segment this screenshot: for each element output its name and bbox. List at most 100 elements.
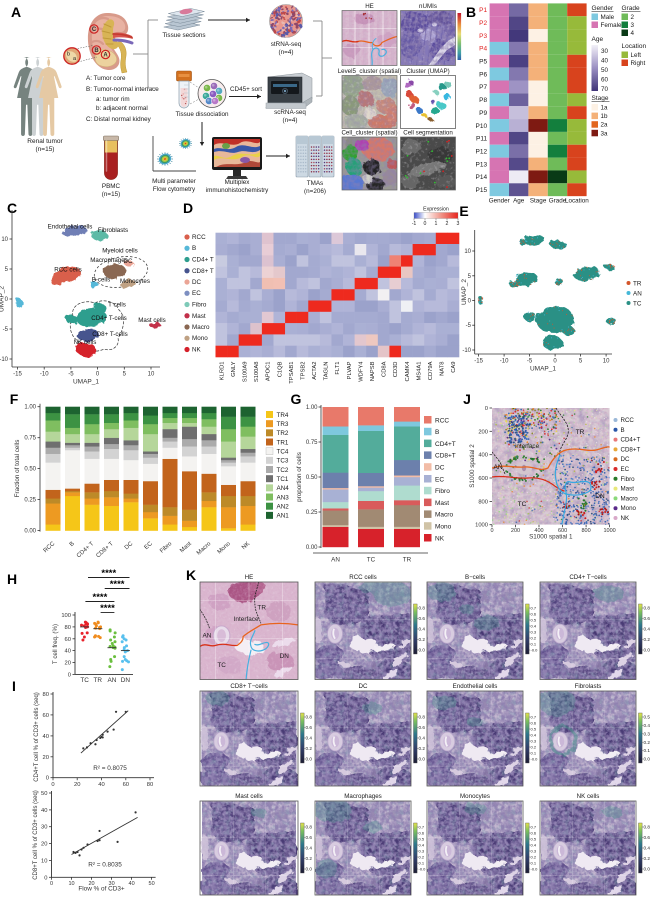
svg-text:0.50: 0.50 (24, 467, 36, 473)
svg-text:0.8: 0.8 (419, 606, 426, 611)
svg-text:0.1: 0.1 (644, 748, 651, 753)
svg-text:Right: Right (631, 60, 646, 67)
svg-text:0: 0 (468, 299, 472, 305)
svg-text:0: 0 (44, 875, 47, 881)
svg-text:400: 400 (478, 453, 488, 459)
svg-text:1a: 1a (601, 105, 609, 112)
svg-text:0.0: 0.0 (419, 757, 426, 762)
svg-text:Endothelial cells: Endothelial cells (453, 683, 498, 690)
svg-text:Fibro: Fibro (192, 302, 207, 309)
svg-text:TC4: TC4 (277, 449, 289, 456)
svg-text:DC: DC (124, 541, 135, 552)
svg-text:CD8+ T: CD8+ T (95, 541, 115, 560)
svg-text:Monocytes: Monocytes (120, 278, 150, 285)
svg-text:TC: TC (633, 301, 642, 308)
svg-text:CD4+ T: CD4+ T (76, 541, 96, 560)
svg-text:HE: HE (245, 574, 254, 581)
svg-text:CD8+T: CD8+T (435, 453, 456, 460)
svg-text:0.2: 0.2 (419, 637, 426, 642)
svg-text:AN: AN (108, 677, 117, 684)
svg-text:0: 0 (96, 372, 100, 378)
svg-text:0.0: 0.0 (644, 757, 651, 762)
svg-text:P12: P12 (476, 149, 488, 156)
svg-text:B: Tumor-normal interface: B: Tumor-normal interface (86, 86, 159, 93)
svg-text:Endothelial cells: Endothelial cells (48, 224, 93, 231)
svg-text:NK cells: NK cells (577, 793, 600, 800)
svg-text:TAGLN: TAGLN (324, 362, 330, 381)
svg-text:0.2: 0.2 (306, 856, 313, 861)
svg-text:5: 5 (5, 267, 9, 273)
svg-text:0.25: 0.25 (24, 498, 36, 504)
svg-text:TR4: TR4 (277, 412, 289, 419)
svg-text:DC: DC (359, 683, 368, 690)
svg-text:P6: P6 (479, 71, 487, 78)
svg-text:-5: -5 (466, 323, 472, 329)
svg-text:T cells: T cells (108, 302, 126, 309)
svg-text:0.4: 0.4 (531, 624, 537, 629)
svg-text:D: D (183, 200, 193, 216)
svg-text:0.3: 0.3 (644, 731, 651, 736)
svg-text:Fibro: Fibro (159, 541, 174, 555)
svg-text:0.0: 0.0 (644, 648, 651, 653)
svg-text:Monocytes: Monocytes (460, 793, 490, 800)
svg-text:CAMK4: CAMK4 (405, 361, 411, 382)
svg-text:1.00: 1.00 (24, 405, 36, 411)
svg-text:TR: TR (576, 429, 585, 436)
svg-text:200: 200 (478, 429, 488, 435)
svg-text:UMAP_2: UMAP_2 (0, 286, 6, 312)
svg-text:CD8+ T-cells: CD8+ T-cells (92, 331, 127, 338)
svg-text:B: B (435, 429, 439, 436)
svg-text:0.6: 0.6 (419, 616, 426, 621)
svg-text:10: 10 (1, 237, 8, 243)
svg-text:0.6: 0.6 (419, 725, 426, 730)
svg-text:****: **** (101, 568, 116, 579)
svg-text:UMAP_2: UMAP_2 (461, 279, 468, 305)
svg-text:0.4: 0.4 (419, 627, 426, 632)
svg-text:Gender: Gender (592, 5, 615, 12)
svg-text:TR: TR (257, 604, 266, 611)
svg-text:0.0: 0.0 (419, 648, 426, 653)
svg-text:T cell freq. (%): T cell freq. (%) (52, 624, 59, 664)
svg-text:TPSAB1: TPSAB1 (289, 362, 295, 384)
svg-text:0.4: 0.4 (644, 846, 651, 851)
svg-text:nUMIs: nUMIs (419, 3, 437, 10)
svg-text:0.8: 0.8 (644, 606, 651, 611)
svg-text:C1QB: C1QB (277, 361, 283, 377)
svg-text:proportion of cells: proportion of cells (296, 452, 303, 502)
svg-text:0.4: 0.4 (644, 723, 651, 728)
svg-text:CD4+T: CD4+T (435, 441, 456, 448)
svg-text:RCC: RCC (621, 417, 635, 424)
svg-text:Macrophages: Macrophages (344, 793, 382, 800)
svg-text:10: 10 (603, 359, 610, 365)
svg-text:Mono: Mono (217, 541, 233, 556)
svg-text:C: C (92, 27, 97, 33)
svg-text:Tissue sections: Tissue sections (162, 32, 205, 39)
svg-text:Fibro: Fibro (435, 488, 450, 495)
svg-text:CD8+T cell % of CD3+ cells (se: CD8+T cell % of CD3+ cells (seq) (33, 790, 39, 880)
svg-text:****: **** (93, 592, 108, 603)
svg-text:0: 0 (51, 782, 54, 788)
svg-text:P1: P1 (479, 7, 487, 14)
svg-text:B: B (192, 245, 196, 252)
svg-text:CD8+ T−cells: CD8+ T−cells (230, 683, 267, 690)
svg-text:2: 2 (631, 14, 635, 21)
svg-text:-5: -5 (527, 359, 533, 365)
svg-text:0.4: 0.4 (419, 843, 425, 848)
svg-text:800: 800 (582, 528, 591, 534)
svg-text:-1: -1 (412, 221, 417, 227)
svg-text:CA9: CA9 (451, 362, 457, 373)
svg-text:Multiplex: Multiplex (225, 179, 251, 186)
svg-text:H: H (7, 571, 17, 587)
svg-text:1000: 1000 (603, 528, 615, 534)
svg-text:80: 80 (147, 782, 153, 788)
svg-text:S1000 spatial 2: S1000 spatial 2 (469, 444, 476, 488)
svg-text:0.2: 0.2 (306, 746, 313, 751)
svg-text:A: A (103, 53, 108, 59)
svg-text:(n=4): (n=4) (279, 49, 294, 56)
svg-text:40: 40 (601, 58, 609, 65)
svg-text:AN3: AN3 (277, 494, 290, 501)
svg-text:0.2: 0.2 (531, 855, 537, 860)
svg-text:S100A8: S100A8 (254, 362, 260, 383)
svg-text:0.7: 0.7 (531, 715, 537, 720)
svg-text:0.2: 0.2 (644, 740, 651, 745)
